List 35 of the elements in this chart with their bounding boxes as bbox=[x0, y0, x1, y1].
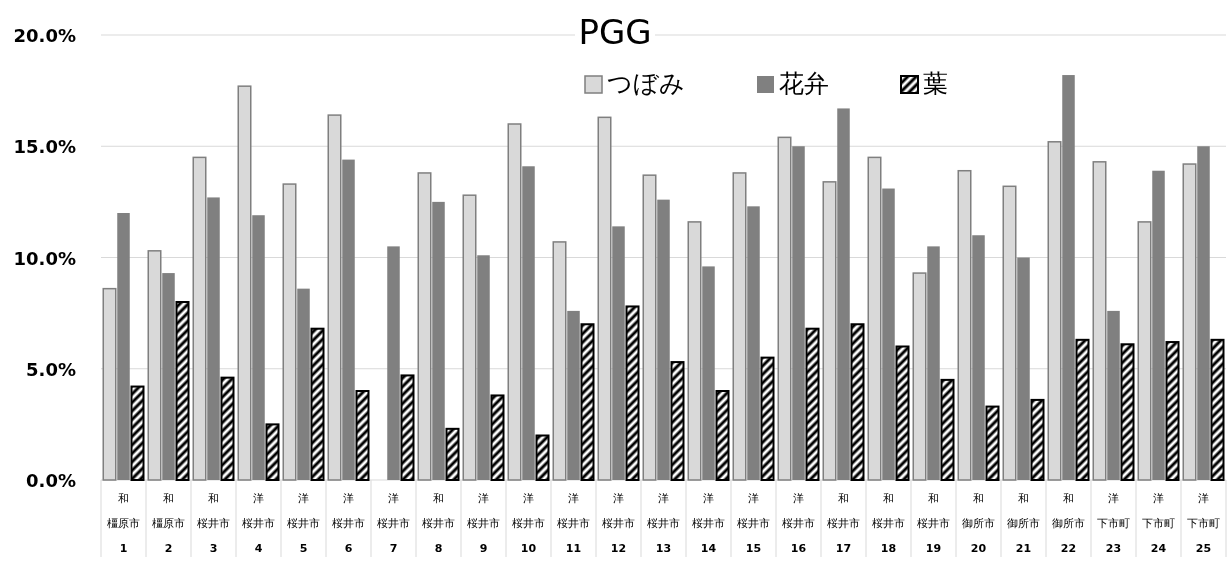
x-tick-label: 洋下市町25 bbox=[1187, 492, 1220, 555]
x-tick-label: 和桜井市8 bbox=[422, 492, 455, 555]
x-tick-label: 洋桜井市9 bbox=[467, 492, 500, 555]
x-tick-label: 洋桜井市7 bbox=[377, 492, 410, 555]
x-tick-label: 洋桜井市10 bbox=[512, 492, 545, 555]
x-tick-label: 洋桜井市11 bbox=[557, 492, 590, 555]
x-tick-label: 洋桜井市5 bbox=[287, 492, 320, 555]
x-tick-label: 洋桜井市14 bbox=[692, 492, 725, 555]
x-tick-label: 洋桜井市13 bbox=[647, 492, 680, 555]
x-tick-label: 洋下市町23 bbox=[1097, 492, 1130, 555]
x-tick-label: 和御所市22 bbox=[1052, 492, 1085, 555]
x-tick-label: 洋桜井市12 bbox=[602, 492, 635, 555]
x-tick-label: 洋下市町24 bbox=[1142, 492, 1175, 555]
x-tick-label: 和桜井市17 bbox=[827, 492, 860, 555]
x-tick-label: 和御所市21 bbox=[1007, 492, 1040, 555]
x-tick-label: 和御所市20 bbox=[962, 492, 995, 555]
y-tick-label: 15.0% bbox=[13, 136, 76, 158]
legend-label: 葉 bbox=[923, 69, 948, 98]
x-tick-label: 洋桜井市15 bbox=[737, 492, 770, 555]
y-tick-label: 0.0% bbox=[26, 470, 76, 491]
x-tick-label: 和桜井市3 bbox=[197, 492, 230, 555]
chart-title: PGG bbox=[578, 12, 652, 52]
x-tick-label: 和橿原市1 bbox=[107, 492, 140, 555]
x-tick-label: 洋桜井市16 bbox=[782, 492, 815, 555]
y-tick-label: 5.0% bbox=[26, 358, 76, 380]
legend-label: つぼみ bbox=[607, 69, 685, 98]
y-tick-label: 10.0% bbox=[13, 247, 76, 269]
x-tick-label: 洋桜井市6 bbox=[332, 492, 365, 555]
x-tick-label: 和橿原市2 bbox=[152, 492, 185, 555]
y-tick-label: 20.0% bbox=[13, 25, 76, 46]
bar bbox=[387, 246, 400, 480]
x-tick-label: 和桜井市19 bbox=[917, 492, 950, 555]
legend-label: 花弁 bbox=[779, 69, 829, 98]
x-tick-label: 和桜井市18 bbox=[872, 492, 905, 555]
x-tick-label: 洋桜井市4 bbox=[242, 492, 275, 555]
